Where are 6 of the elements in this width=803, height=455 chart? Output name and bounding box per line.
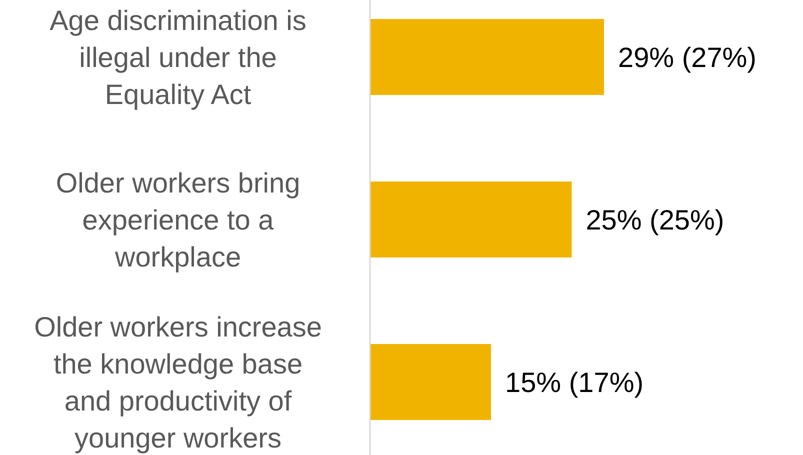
data-label: 15% (17%) (505, 366, 644, 398)
y-tick-label: Age discrimination is illegal under the Equality Act (50, 4, 306, 110)
data-label: 25% (25%) (586, 204, 724, 236)
y-tick-label: Older workers increase the knowledge base and productivity of younger workers (34, 311, 322, 454)
data-label: 29% (27%) (618, 42, 757, 73)
y-tick-label: Older workers bring experience to a workplace (56, 167, 300, 272)
